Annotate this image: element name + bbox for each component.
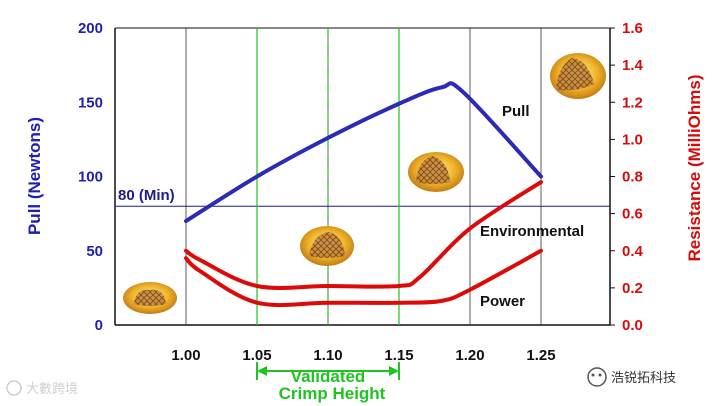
validated-label: Validated [291,367,366,386]
right-y-tick-0.4: 0.4 [622,243,644,260]
left-y-tick-labels: 0 50 100 150 200 [78,20,103,334]
right-y-tick-0.0: 0.0 [622,317,643,334]
right-y-tick-1.4: 1.4 [622,57,644,74]
right-y-tick-0.8: 0.8 [622,169,643,186]
crimp-image-nominal [300,226,354,266]
crimp-image-tight [408,152,464,192]
validated-arrow-right-head [389,366,399,376]
watermark-left-text: 大數跨境 [26,382,78,397]
x-tick-1.05: 1.05 [242,347,271,364]
series-label-pull: Pull [502,103,530,120]
right-y-tick-1.0: 1.0 [622,131,643,148]
watermark-right: 浩锐拓科技 [587,367,676,387]
wechat-icon [587,367,607,387]
right-y-tick-labels: 0.0 0.2 0.4 0.6 0.8 1.0 1.2 1.4 1.6 [610,20,644,334]
left-y-tick-150: 150 [78,94,103,111]
right-y-tick-1.6: 1.6 [622,20,643,37]
left-axis-title: Pull (Newtons) [25,117,44,235]
left-y-tick-50: 50 [86,243,103,260]
right-y-tick-0.6: 0.6 [622,206,643,223]
right-y-tick-0.2: 0.2 [622,280,643,297]
watermark-right-text: 浩锐拓科技 [611,371,676,386]
min-pull-label: 80 (Min) [118,187,175,204]
x-tick-1.10: 1.10 [313,347,342,364]
x-tick-1.20: 1.20 [455,347,484,364]
validated-arrow-left-head [257,366,267,376]
series-label-power: Power [480,293,525,310]
x-tick-1.15: 1.15 [384,347,413,364]
left-y-tick-100: 100 [78,169,103,186]
plot-frame [114,27,611,326]
crimp-image-undercrimped [123,282,177,314]
crimp-image-overcrimped [550,53,606,99]
series-label-environmental: Environmental [480,223,584,240]
watermark-left-icon [6,380,22,396]
series-power-line [184,248,543,308]
right-axis-title: Resistance (MilliOhms) [685,74,704,261]
crimp-height-label: Crimp Height [279,384,386,403]
series-pull-line [184,81,543,224]
x-tick-1.25: 1.25 [526,347,555,364]
left-y-tick-200: 200 [78,20,103,37]
x-tick-labels: 1.00 1.05 1.10 1.15 1.20 1.25 [171,347,555,364]
left-y-tick-0: 0 [95,317,103,334]
x-tick-1.00: 1.00 [171,347,200,364]
watermark-left: 大數跨境 [6,380,78,397]
validated-annotation: Validated Crimp Height [256,362,400,403]
right-y-tick-1.2: 1.2 [622,94,643,111]
series-environmental-line [184,180,543,290]
